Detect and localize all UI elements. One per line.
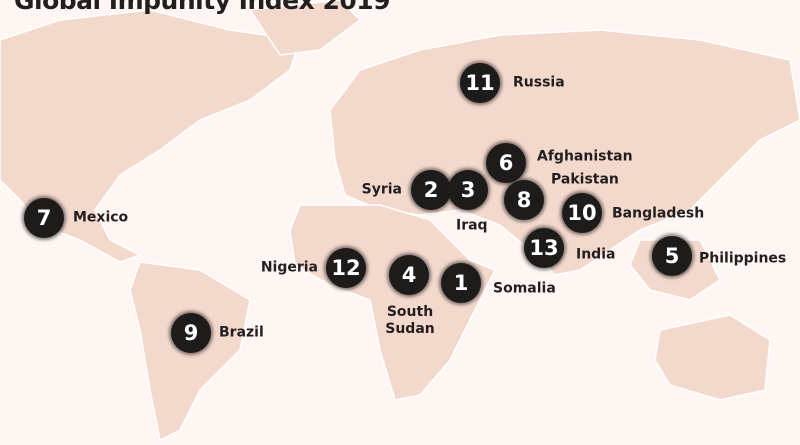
country-label: Philippines <box>699 250 787 267</box>
rank-marker: 7 <box>24 198 64 238</box>
rank-marker: 2 <box>411 170 451 210</box>
country-label: Syria <box>361 181 402 198</box>
rank-marker: 8 <box>504 180 544 220</box>
country-label: India <box>576 246 616 263</box>
country-label: Bangladesh <box>612 205 705 222</box>
rank-marker: 11 <box>460 63 500 103</box>
country-label: South Sudan <box>385 304 435 337</box>
country-label: Pakistan <box>551 171 619 188</box>
country-label: Iraq <box>456 217 488 234</box>
rank-marker: 9 <box>171 313 211 353</box>
country-label: Somalia <box>493 280 556 297</box>
rank-marker: 3 <box>448 170 488 210</box>
country-label: Nigeria <box>260 259 318 276</box>
country-label: Afghanistan <box>537 148 633 165</box>
country-label: Mexico <box>73 209 129 226</box>
rank-marker: 10 <box>562 193 602 233</box>
rank-marker: 13 <box>524 228 564 268</box>
country-label: Russia <box>513 74 565 91</box>
rank-marker: 5 <box>652 236 692 276</box>
country-label: Brazil <box>219 324 264 341</box>
greenland <box>248 0 362 56</box>
australia <box>654 314 771 401</box>
rank-marker: 12 <box>326 248 366 288</box>
map-title: Global Impunity Index 2019 <box>14 0 391 15</box>
rank-marker: 6 <box>486 143 526 183</box>
rank-marker: 4 <box>389 255 429 295</box>
rank-marker: 1 <box>441 263 481 303</box>
